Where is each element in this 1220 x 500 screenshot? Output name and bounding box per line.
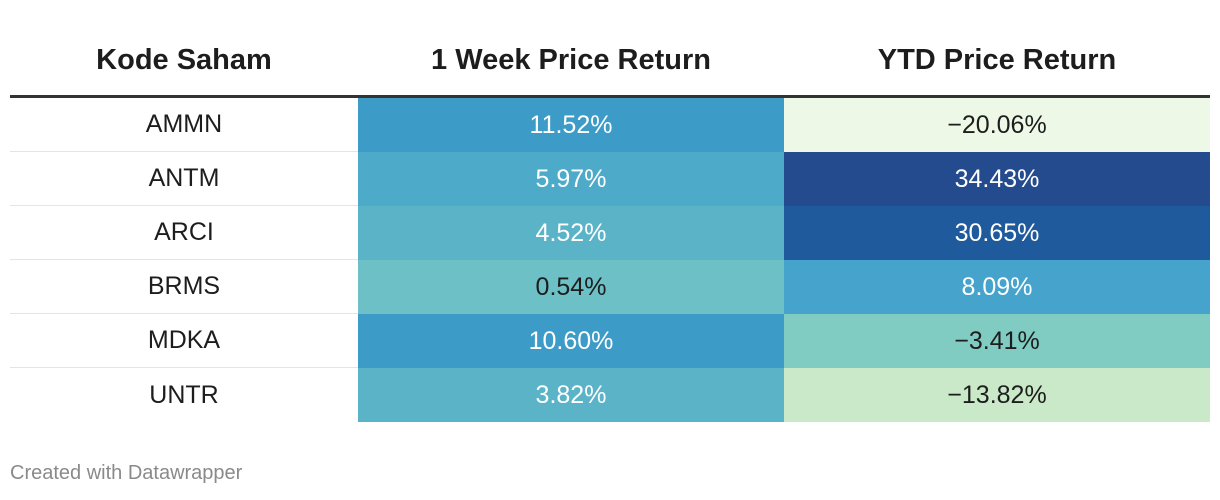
table-row: AMMN 11.52% −20.06% [10, 98, 1210, 152]
stock-code-cell: AMMN [10, 98, 358, 152]
table-row: ANTM 5.97% 34.43% [10, 152, 1210, 206]
week-return-cell: 11.52% [358, 98, 784, 152]
week-return-cell: 10.60% [358, 314, 784, 368]
header-kode-saham: Kode Saham [96, 44, 272, 76]
stock-code-cell: ARCI [10, 206, 358, 260]
week-return-cell: 5.97% [358, 152, 784, 206]
header-1-week-return: 1 Week Price Return [431, 44, 711, 76]
table-row: BRMS 0.54% 8.09% [10, 260, 1210, 314]
ytd-return-cell: 30.65% [784, 206, 1210, 260]
stock-code-cell: BRMS [10, 260, 358, 314]
datawrapper-credit: Created with Datawrapper [10, 462, 243, 484]
stock-code-cell: UNTR [149, 380, 219, 409]
stock-code-cell: ANTM [10, 152, 358, 206]
header-ytd-return: YTD Price Return [877, 44, 1117, 76]
week-return-cell: 4.52% [358, 206, 784, 260]
ytd-return-cell: −13.82% [784, 368, 1210, 422]
ytd-return-cell: 34.43% [784, 152, 1210, 206]
week-return-cell: 3.82% [358, 368, 784, 422]
week-return-cell: 0.54% [358, 260, 784, 314]
ytd-return-cell: −3.41% [784, 314, 1210, 368]
returns-table: Kode Saham 1 Week Price Return YTD Price… [10, 30, 1210, 422]
table-header: Kode Saham 1 Week Price Return YTD Price… [10, 30, 1210, 98]
ytd-return-cell: 8.09% [784, 260, 1210, 314]
table-row: MDKA 10.60% −3.41% [10, 314, 1210, 368]
stock-code-cell: MDKA [10, 314, 358, 368]
ytd-return-cell: −20.06% [784, 98, 1210, 152]
table-row: UNTR 3.82% −13.82% [10, 368, 1210, 422]
table-row: ARCI 4.52% 30.65% [10, 206, 1210, 260]
table-body: AMMN 11.52% −20.06% ANTM 5.97% 34.43% ARCI 4.52… [10, 98, 1210, 422]
